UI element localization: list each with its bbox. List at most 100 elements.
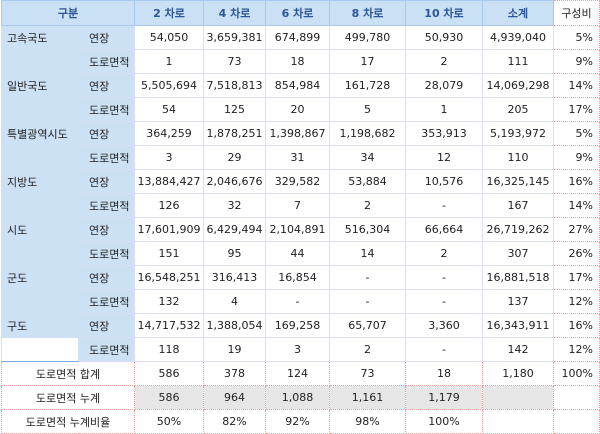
value-cell: - <box>405 193 483 218</box>
group-label: 구도 <box>1 313 79 338</box>
value-cell: 126 <box>134 193 204 218</box>
value-cell: 2 <box>405 49 483 74</box>
group-label-empty <box>1 289 79 314</box>
footer-label: 도로면적 누계 <box>1 385 135 410</box>
value-cell: 3,659,381 <box>203 25 266 50</box>
value-cell: 16,548,251 <box>134 265 204 290</box>
group-label: 일반국도 <box>1 73 79 98</box>
value-cell: 17,601,909 <box>134 217 204 242</box>
value-cell: 16,343,911 <box>482 313 554 338</box>
group-label: 지방도 <box>1 169 79 194</box>
value-cell: 169,258 <box>265 313 330 338</box>
ratio-cell: 26% <box>553 241 600 266</box>
value-cell: 161,728 <box>329 73 406 98</box>
value-cell: 19 <box>203 337 266 362</box>
header-ratio: 구성비 <box>553 0 600 26</box>
value-cell: - <box>405 289 483 314</box>
value-cell: 17 <box>329 49 406 74</box>
value-cell: 26,719,262 <box>482 217 554 242</box>
row-label: 도로면적 <box>78 241 135 266</box>
row-label: 연장 <box>78 217 135 242</box>
ratio-cell: 9% <box>553 145 600 170</box>
value-cell: 44 <box>265 241 330 266</box>
value-cell: 2,046,676 <box>203 169 266 194</box>
row-label: 도로면적 <box>78 289 135 314</box>
footer-value: 124 <box>265 361 330 386</box>
value-cell: 66,664 <box>405 217 483 242</box>
footer-value: 964 <box>203 385 266 410</box>
ratio-cell: 5% <box>553 25 600 50</box>
group-label-empty <box>1 337 79 362</box>
ratio-cell: 16% <box>553 169 600 194</box>
table-row: 특별광역시도 연장 364,259 1,878,251 1,398,867 1,198,6… <box>1 121 600 146</box>
value-cell: 118 <box>134 337 204 362</box>
value-cell: 353,913 <box>405 121 483 146</box>
value-cell: 18 <box>265 49 330 74</box>
table-body: 고속국도 연장 54,050 3,659,381 674,899 499,780 50,93… <box>1 25 600 434</box>
value-cell: 2 <box>329 193 406 218</box>
ratio-cell: 14% <box>553 73 600 98</box>
value-cell: 28,079 <box>405 73 483 98</box>
value-cell: 125 <box>203 97 266 122</box>
row-label: 도로면적 <box>78 145 135 170</box>
ratio-cell: 27% <box>553 217 600 242</box>
header-category: 구분 <box>1 0 135 26</box>
value-cell: 3 <box>265 337 330 362</box>
header-4-lane: 4 차로 <box>203 0 266 26</box>
value-cell: 14,717,532 <box>134 313 204 338</box>
value-cell: 307 <box>482 241 554 266</box>
row-label: 도로면적 <box>78 337 135 362</box>
footer-value: 1,161 <box>329 385 406 410</box>
value-cell: 5,505,694 <box>134 73 204 98</box>
footer-label: 도로면적 합계 <box>1 361 135 386</box>
header-row: 구분 2 차로 4 차로 6 차로 8 차로 10 차로 소계 구성비 <box>1 0 600 26</box>
group-label-empty <box>1 241 79 266</box>
value-cell: 364,259 <box>134 121 204 146</box>
value-cell: 110 <box>482 145 554 170</box>
value-cell: - <box>405 337 483 362</box>
value-cell: 50,930 <box>405 25 483 50</box>
value-cell: 2 <box>405 241 483 266</box>
table-row: 고속국도 연장 54,050 3,659,381 674,899 499,780 50,93… <box>1 25 600 50</box>
value-cell: 2 <box>329 337 406 362</box>
group-label-empty <box>1 49 79 74</box>
value-cell: 16,325,145 <box>482 169 554 194</box>
footer-ratio: 100% <box>553 361 600 386</box>
footer-value: 1,180 <box>482 361 554 386</box>
value-cell: 1,198,682 <box>329 121 406 146</box>
table-row: 일반국도 연장 5,505,694 7,518,813 854,984 161,728 28… <box>1 73 600 98</box>
footer-value <box>482 385 554 410</box>
value-cell: 95 <box>203 241 266 266</box>
value-cell: 10,576 <box>405 169 483 194</box>
group-label: 특별광역시도 <box>1 121 79 146</box>
value-cell: 13,884,427 <box>134 169 204 194</box>
ratio-cell: 5% <box>553 121 600 146</box>
value-cell: 516,304 <box>329 217 406 242</box>
footer-row: 도로면적 누계 586 964 1,088 1,161 1,179 <box>1 385 600 410</box>
value-cell: 674,899 <box>265 25 330 50</box>
footer-value: 586 <box>134 361 204 386</box>
group-label: 고속국도 <box>1 25 79 50</box>
value-cell: 34 <box>329 145 406 170</box>
table-row: 도로면적 118 19 3 2-142 12% <box>1 337 600 362</box>
value-cell: 1,878,251 <box>203 121 266 146</box>
value-cell: 12 <box>405 145 483 170</box>
table-row: 도로면적 126 32 7 2-167 14% <box>1 193 600 218</box>
value-cell: 3 <box>134 145 204 170</box>
header-6-lane: 6 차로 <box>265 0 330 26</box>
table-row: 도로면적 132 4- - -137 12% <box>1 289 600 314</box>
group-label: 군도 <box>1 265 79 290</box>
footer-value: 18 <box>405 361 483 386</box>
value-cell: 151 <box>134 241 204 266</box>
value-cell: 16,881,518 <box>482 265 554 290</box>
footer-value: 378 <box>203 361 266 386</box>
value-cell: 73 <box>203 49 266 74</box>
value-cell: - <box>405 265 483 290</box>
footer-value: 586 <box>134 385 204 410</box>
row-label: 연장 <box>78 121 135 146</box>
table-row: 군도 연장 16,548,251 316,413 16,854- -16,881,518 1… <box>1 265 600 290</box>
value-cell: 3,360 <box>405 313 483 338</box>
value-cell: 14 <box>329 241 406 266</box>
value-cell: 65,707 <box>329 313 406 338</box>
